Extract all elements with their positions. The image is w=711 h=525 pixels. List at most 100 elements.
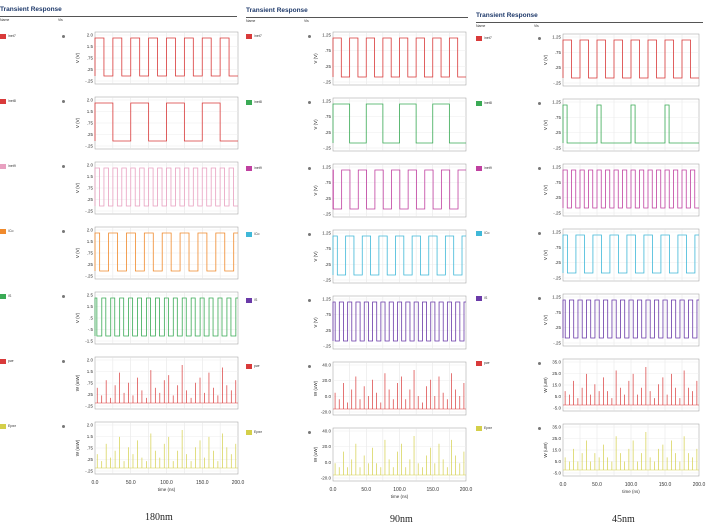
signal-name: pwr [8, 359, 14, 363]
y-tick-label: 2.0 [87, 228, 94, 233]
visibility-toggle-icon[interactable] [538, 427, 541, 430]
y-tick-label: .25 [325, 130, 332, 135]
signal-legend-row[interactable]: pwr [246, 364, 316, 372]
signal-name: pwr [484, 361, 490, 365]
panel-header: Transient Response [476, 12, 538, 19]
signal-legend-row[interactable]: /net8 [246, 100, 316, 108]
y-axis-label: V (V) [75, 247, 80, 258]
signal-legend-row[interactable]: /net9 [246, 166, 316, 174]
y-tick-label: -.25 [85, 469, 93, 474]
y-tick-label: 1.25 [322, 165, 331, 170]
signal-color-swatch [476, 101, 482, 106]
visibility-toggle-icon[interactable] [308, 101, 311, 104]
signal-legend-row[interactable]: /net8 [476, 101, 546, 109]
y-tick-label: .75 [325, 312, 332, 317]
y-tick-label: 1.5 [87, 109, 94, 114]
signal-legend-row[interactable]: /S [0, 294, 70, 302]
visibility-toggle-icon[interactable] [62, 425, 65, 428]
y-axis-label: V (V) [313, 251, 318, 262]
visibility-toggle-icon[interactable] [62, 360, 65, 363]
visibility-toggle-icon[interactable] [308, 35, 311, 38]
y-tick-label: 0.0 [325, 394, 332, 399]
y-axis-label: W (uW) [313, 446, 318, 462]
signal-legend-row[interactable]: Epwr [246, 430, 316, 438]
y-tick-label: -.5 [88, 327, 94, 332]
signal-name: /net8 [254, 100, 262, 104]
x-tick-label: 200.0 [460, 487, 473, 493]
visibility-toggle-icon[interactable] [308, 365, 311, 368]
signal-legend-row[interactable]: /net7 [0, 34, 70, 42]
x-tick-label: 150.0 [426, 487, 439, 493]
signal-legend-row[interactable]: /Co [246, 232, 316, 240]
visibility-toggle-icon[interactable] [538, 232, 541, 235]
signal-name: /Co [254, 232, 260, 236]
signal-legend-row[interactable]: /net8 [0, 99, 70, 107]
waveform-series [94, 102, 238, 142]
signal-legend-row[interactable]: pwr [0, 359, 70, 367]
y-tick-label: 1.25 [322, 99, 331, 104]
visibility-toggle-icon[interactable] [62, 230, 65, 233]
y-tick-label: .25 [555, 65, 562, 70]
visibility-toggle-icon[interactable] [538, 167, 541, 170]
signal-legend-row[interactable]: Epwr [476, 426, 546, 434]
y-tick-label: 2.0 [87, 358, 94, 363]
visibility-toggle-icon[interactable] [62, 295, 65, 298]
visibility-toggle-icon[interactable] [62, 100, 65, 103]
signal-legend-row[interactable]: /S [246, 298, 316, 306]
signal-legend-row[interactable]: /net7 [246, 34, 316, 42]
y-tick-label: -.25 [85, 274, 93, 279]
signal-legend-row[interactable]: Epwr [0, 424, 70, 432]
y-tick-label: 1.25 [552, 295, 561, 300]
y-axis-label: W (uW) [543, 377, 548, 393]
visibility-toggle-icon[interactable] [538, 362, 541, 365]
y-tick-label: -.25 [323, 146, 331, 151]
visibility-toggle-icon[interactable] [538, 102, 541, 105]
visibility-toggle-icon[interactable] [62, 35, 65, 38]
signal-legend-row[interactable]: /Co [0, 229, 70, 237]
y-tick-label: -.25 [323, 344, 331, 349]
y-tick-label: 5.0 [555, 394, 562, 399]
signal-color-swatch [246, 364, 252, 369]
y-tick-label: -.25 [85, 404, 93, 409]
signal-legend-row[interactable]: /net9 [476, 166, 546, 174]
y-tick-label: 2.0 [87, 33, 94, 38]
signal-plot-S: 1.25 .75 .25 -.25 V (V) [543, 293, 700, 347]
y-tick-label: -5.0 [553, 471, 561, 476]
signal-legend-row[interactable]: /net7 [476, 36, 546, 44]
visibility-toggle-icon[interactable] [62, 165, 65, 168]
signal-legend-row[interactable]: /net9 [0, 164, 70, 172]
signal-plot-Epwr: 40.0 20.0 0.0 -20.0 W (uW) 0.0 50.0 100.0 150.0 2… [313, 427, 472, 499]
visibility-toggle-icon[interactable] [308, 233, 311, 236]
column-name-header: Name [0, 18, 10, 22]
signal-legend-row[interactable]: /Co [476, 231, 546, 239]
y-tick-label: .25 [87, 197, 94, 202]
y-tick-label: .75 [87, 186, 94, 191]
visibility-toggle-icon[interactable] [538, 37, 541, 40]
y-tick-label: .25 [555, 130, 562, 135]
y-axis-label: W (uW) [313, 380, 318, 396]
y-tick-label: -5.0 [553, 406, 561, 411]
y-tick-label: .75 [325, 180, 332, 185]
waveform-series [94, 167, 238, 207]
y-tick-label: .25 [555, 195, 562, 200]
signal-legend-row[interactable]: pwr [476, 361, 546, 369]
y-tick-label: 1.25 [322, 297, 331, 302]
y-axis-label: W (mW) [75, 374, 80, 391]
y-tick-label: 1.5 [87, 369, 94, 374]
signal-plot-Epwr: 35.0 25.0 15.0 5.0 -5.0 W (uW) 0.0 50.0 100.0 150… [543, 423, 705, 494]
visibility-toggle-icon[interactable] [308, 431, 311, 434]
visibility-toggle-icon[interactable] [308, 299, 311, 302]
process-node-caption: 180nm [145, 512, 173, 523]
y-axis-label: V (V) [75, 117, 80, 128]
y-tick-label: 25.0 [552, 371, 561, 376]
y-tick-label: -.25 [553, 211, 561, 216]
y-tick-label: 20.0 [322, 444, 331, 449]
signal-legend-row[interactable]: /S [476, 296, 546, 304]
visibility-toggle-icon[interactable] [538, 297, 541, 300]
transient-panel-45nm: Transient Response Name Vis/net7 1.25 .75 .25… [476, 0, 711, 525]
x-tick-label: 100.0 [160, 480, 173, 486]
y-tick-label: 2.0 [87, 163, 94, 168]
signal-plot-pwr: 40.0 20.0 0.0 -20.0 W (uW) [313, 361, 467, 416]
y-tick-label: 2.0 [87, 98, 94, 103]
visibility-toggle-icon[interactable] [308, 167, 311, 170]
